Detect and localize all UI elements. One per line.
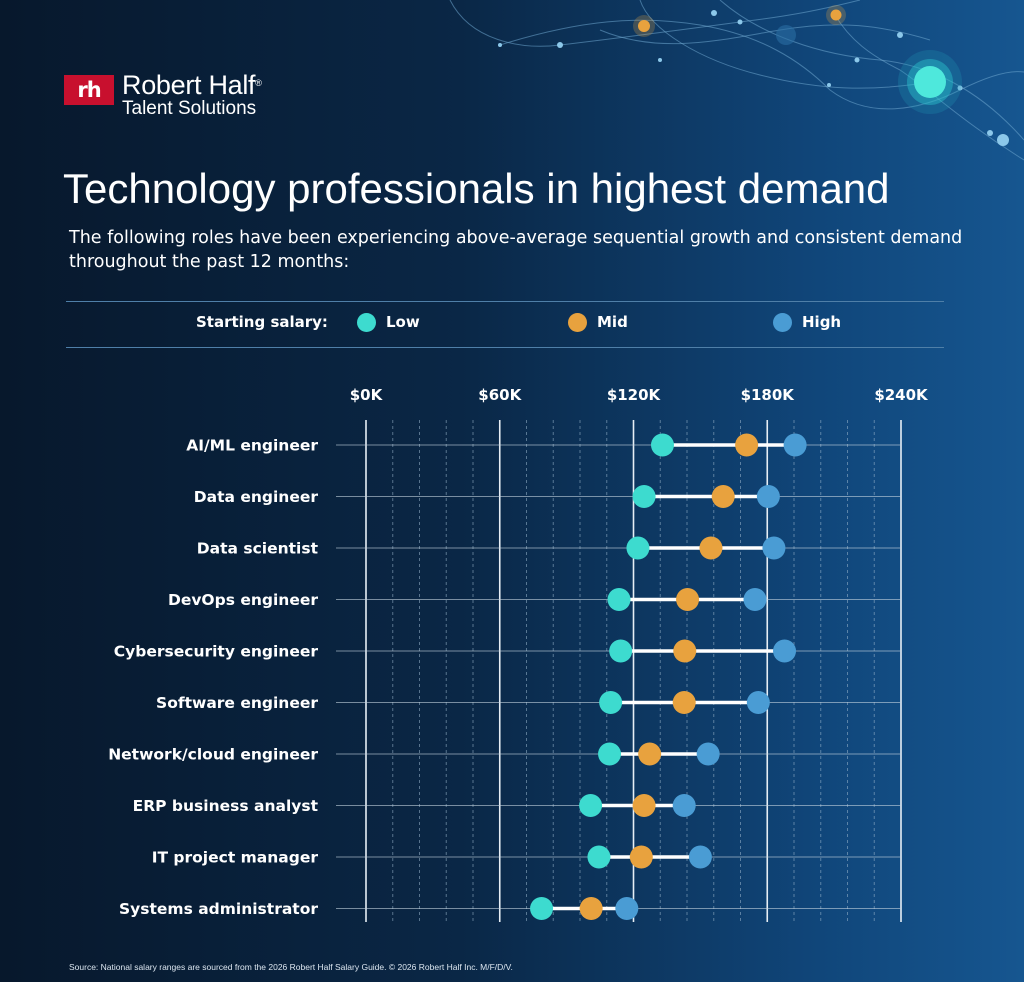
- salary-dot-high: [688, 845, 712, 869]
- legend-dot-mid: [568, 312, 587, 332]
- salary-dot-low: [650, 433, 674, 457]
- salary-dot-low: [530, 897, 554, 920]
- role-label: Cybersecurity engineer: [114, 643, 319, 661]
- salary-dot-high: [783, 433, 807, 457]
- role-label: IT project manager: [152, 849, 319, 867]
- salary-dot-low: [626, 536, 650, 560]
- brand-division: Talent Solutions: [122, 98, 257, 119]
- role-label: Systems administrator: [119, 900, 318, 918]
- legend-top-divider: [66, 301, 944, 302]
- salary-dot-high: [773, 639, 797, 663]
- salary-dot-mid: [672, 691, 696, 714]
- x-tick-label: $180K: [741, 386, 796, 404]
- legend-bottom-divider: [66, 347, 944, 348]
- role-label: Software engineer: [156, 694, 318, 712]
- salary-dot-high: [696, 742, 720, 766]
- salary-dot-mid: [711, 485, 735, 508]
- salary-dot-low: [632, 485, 656, 508]
- salary-dot-mid: [629, 845, 653, 869]
- salary-dot-high: [743, 588, 767, 611]
- salary-dot-mid: [676, 588, 700, 611]
- rh-logo-mark: rh: [64, 75, 114, 105]
- role-label: DevOps engineer: [168, 591, 318, 609]
- source-footnote: Source: National salary ranges are sourc…: [69, 962, 513, 972]
- legend-dot-low: [357, 312, 376, 332]
- salary-dot-high: [746, 691, 770, 714]
- salary-dot-low: [587, 845, 611, 869]
- role-label: AI/ML engineer: [186, 437, 318, 455]
- salary-dot-low: [598, 742, 622, 766]
- legend-label-high: High: [802, 313, 842, 331]
- legend-title: Starting salary:: [196, 313, 328, 331]
- role-label: Network/cloud engineer: [108, 746, 318, 764]
- salary-dot-mid: [632, 794, 656, 817]
- salary-dot-high: [672, 794, 696, 817]
- salary-dot-mid: [638, 742, 662, 766]
- x-tick-label: $240K: [874, 386, 929, 404]
- salary-dot-low: [609, 639, 633, 663]
- role-label: ERP business analyst: [133, 797, 319, 815]
- salary-dot-low: [579, 794, 603, 817]
- salary-dot-high: [762, 536, 786, 560]
- salary-dot-mid: [673, 639, 697, 663]
- salary-dot-mid: [699, 536, 723, 560]
- legend-label-low: Low: [386, 313, 420, 331]
- salary-dot-low: [607, 588, 631, 611]
- page-subtitle: The following roles have been experienci…: [69, 228, 963, 272]
- salary-dot-mid: [579, 897, 603, 920]
- role-label: Data scientist: [197, 540, 319, 558]
- salary-dot-low: [599, 691, 623, 714]
- role-label: Data engineer: [194, 488, 319, 506]
- legend-item-high: High: [773, 312, 841, 332]
- page-title: Technology professionals in highest dema…: [63, 165, 890, 212]
- brand-name: Robert Half: [122, 70, 256, 100]
- x-tick-label: $0K: [350, 386, 384, 404]
- salary-dot-high: [615, 897, 639, 920]
- salary-dot-high: [756, 485, 780, 508]
- robert-half-logo: rh Robert Half® Talent Solutions: [64, 71, 262, 119]
- x-tick-label: $60K: [478, 386, 522, 404]
- x-tick-label: $120K: [607, 386, 662, 404]
- legend-label-mid: Mid: [597, 313, 628, 331]
- registered-mark: ®: [255, 78, 262, 88]
- legend-item-low: Low: [357, 312, 420, 332]
- salary-dot-mid: [735, 433, 759, 457]
- legend-item-mid: Mid: [568, 312, 628, 332]
- legend-dot-high: [773, 312, 792, 332]
